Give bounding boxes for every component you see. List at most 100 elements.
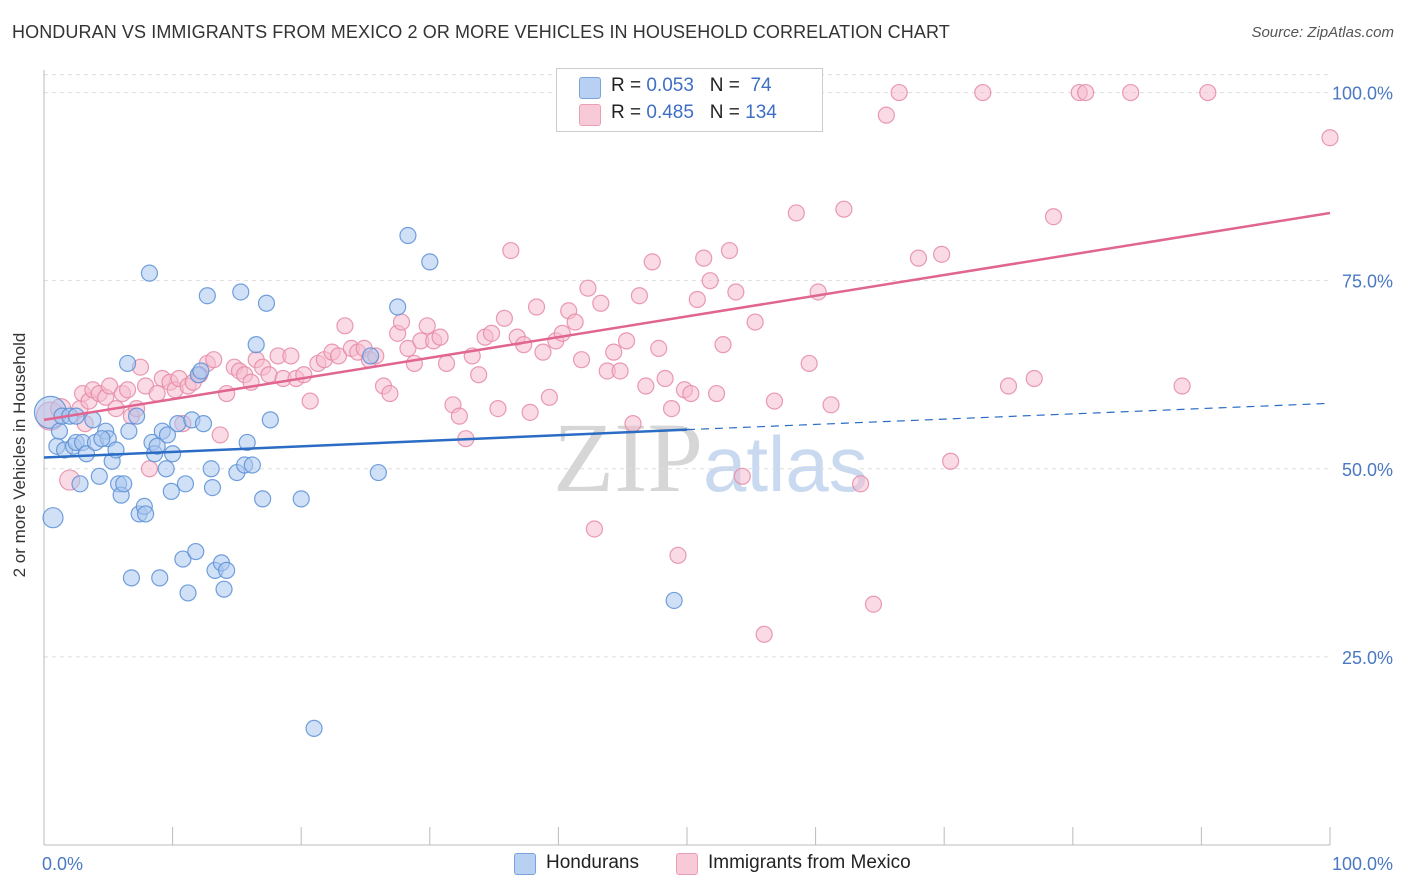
- honduran-point: [157, 460, 175, 478]
- mexico-trend-line: [43, 211, 1331, 422]
- mexico-point: [688, 290, 706, 309]
- honduran-point: [254, 490, 272, 508]
- honduran-point: [238, 433, 256, 452]
- mexico-point: [1077, 83, 1095, 102]
- mexico-point: [534, 343, 552, 361]
- mexico-point: [592, 294, 610, 312]
- mexico-point: [727, 283, 745, 301]
- mexico-point: [418, 317, 436, 335]
- honduran-point: [247, 336, 265, 354]
- mexico-point: [617, 332, 636, 350]
- honduran-point: [93, 430, 111, 448]
- mexico-point: [1044, 208, 1063, 226]
- mexico-point: [336, 317, 354, 335]
- mexico-point: [329, 347, 348, 365]
- honduran-point: [243, 456, 261, 474]
- legend-n-label: N =: [709, 75, 740, 96]
- legend-n-value-mexico: 134: [745, 102, 777, 123]
- honduran-point: [187, 542, 205, 561]
- mexico-point: [835, 200, 853, 218]
- mexico-point: [260, 366, 278, 384]
- series-swatch-mexico: [676, 853, 698, 875]
- mexico-point: [205, 351, 223, 369]
- honduran-point: [158, 426, 177, 444]
- mexico-point: [470, 366, 488, 384]
- mexico-point: [890, 83, 908, 102]
- mexico-point: [579, 279, 597, 297]
- legend-r-value-hondurans: 0.053: [646, 75, 694, 96]
- legend-n-value-hondurans: 74: [750, 75, 772, 96]
- legend-r-label: R =: [611, 75, 642, 96]
- honduran-point: [120, 422, 138, 440]
- mexico-point: [650, 339, 668, 357]
- mexico-point: [662, 399, 681, 418]
- mexico-point: [1122, 83, 1140, 102]
- mexico-point: [637, 377, 655, 395]
- mexico-point: [695, 249, 713, 267]
- mexico-point: [301, 392, 319, 410]
- mexico-point: [1173, 377, 1191, 395]
- mexico-point: [437, 354, 456, 373]
- y-tick-label: 100.0%: [1332, 84, 1393, 104]
- mexico-point: [787, 204, 805, 222]
- honduran-point: [232, 283, 250, 301]
- y-tick-label: 75.0%: [1342, 272, 1393, 292]
- mexico-point: [720, 241, 739, 260]
- honduran-trend-extension: [686, 402, 1331, 431]
- series-label-mexico: Immigrants from Mexico: [708, 852, 911, 873]
- mexico-point: [714, 336, 732, 354]
- mexico-point: [800, 354, 818, 373]
- mexico-point: [1321, 129, 1339, 147]
- honduran-point: [140, 264, 159, 282]
- honduran-point: [218, 561, 236, 579]
- mexico-point: [482, 324, 501, 342]
- mexico-point: [643, 253, 661, 271]
- mexico-point: [852, 475, 870, 493]
- mexico-point: [1025, 369, 1043, 388]
- honduran-point: [42, 507, 64, 529]
- honduran-point: [136, 505, 155, 523]
- mexico-point: [999, 377, 1018, 395]
- mexico-point: [527, 298, 546, 316]
- honduran-point: [305, 719, 323, 737]
- mexico-point: [572, 351, 591, 369]
- chart-title: HONDURAN VS IMMIGRANTS FROM MEXICO 2 OR …: [12, 22, 950, 42]
- y-tick-label: 50.0%: [1342, 460, 1393, 480]
- legend-swatch-hondurans: [579, 77, 601, 99]
- honduran-point: [71, 475, 89, 493]
- honduran-point: [192, 362, 210, 380]
- honduran-point: [122, 569, 141, 587]
- series-label-hondurans: Hondurans: [546, 852, 639, 873]
- mexico-point: [381, 384, 399, 403]
- mexico-point: [707, 384, 726, 403]
- mexico-point: [566, 313, 584, 331]
- honduran-point: [369, 463, 387, 482]
- honduran-point: [115, 475, 133, 493]
- y-tick-label: 25.0%: [1342, 648, 1393, 668]
- mexico-point: [701, 272, 719, 290]
- honduran-point: [362, 347, 380, 365]
- honduran-point: [198, 287, 216, 305]
- mexico-point: [585, 520, 604, 538]
- mexico-point: [877, 106, 895, 124]
- honduran-point: [202, 460, 220, 478]
- mexico-point: [502, 241, 520, 260]
- mexico-point: [100, 377, 119, 395]
- series-swatch-hondurans: [514, 853, 536, 875]
- mexico-point: [624, 415, 642, 433]
- mexico-point: [942, 452, 960, 470]
- mexico-point: [822, 396, 840, 414]
- mexico-point: [218, 384, 236, 403]
- mexico-point: [553, 324, 571, 342]
- watermark-atlas: atlas: [703, 420, 868, 508]
- honduran-point: [176, 475, 195, 493]
- mexico-point: [282, 347, 300, 365]
- honduran-point: [257, 294, 276, 312]
- mexico-point: [521, 403, 539, 421]
- honduran-point: [77, 445, 96, 463]
- legend-r-label: R =: [611, 102, 642, 123]
- mexico-point: [733, 467, 751, 485]
- stats-legend: R = 0.053 N = 74 R = 0.485 N = 134: [556, 68, 823, 132]
- mexico-point: [755, 625, 773, 643]
